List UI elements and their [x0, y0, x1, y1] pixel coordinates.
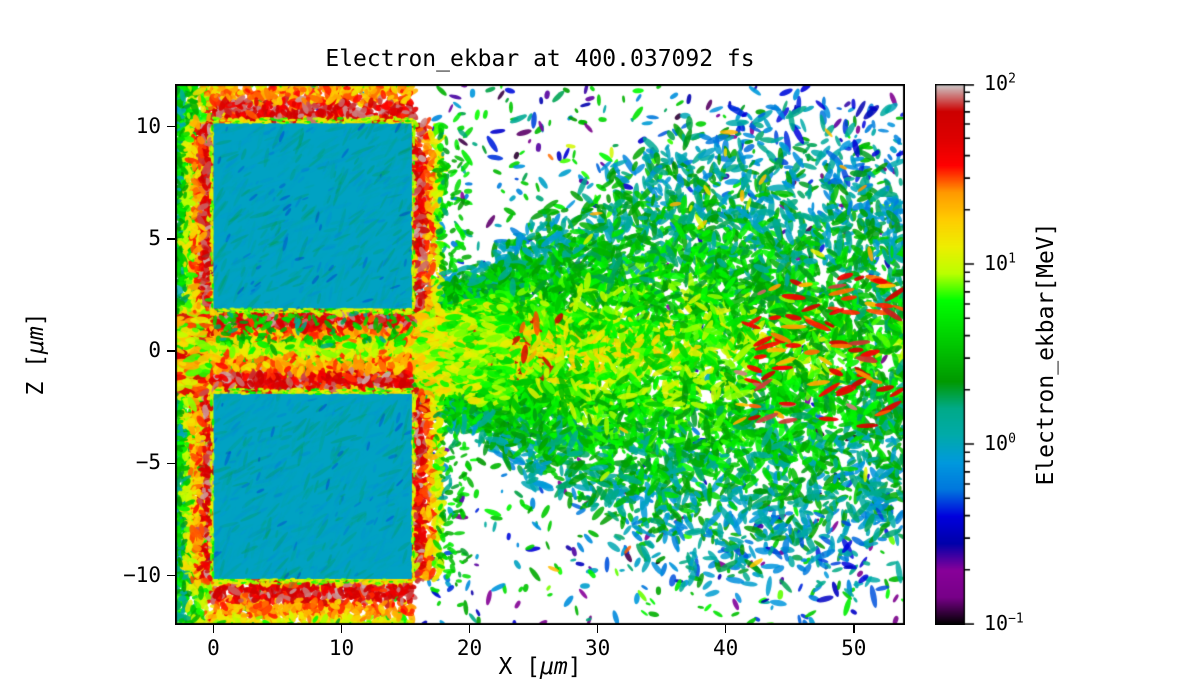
y-tick-mark [167, 462, 175, 465]
colorbar-tick-label: 100 [984, 431, 1016, 455]
y-tick-label: 0 [148, 338, 161, 363]
x-axis-label-unit: μm [539, 654, 568, 680]
x-axis-label-close: ] [567, 654, 582, 680]
x-tick-label: 40 [713, 636, 739, 660]
y-axis-label: Z [μm] [23, 312, 49, 395]
x-tick-mark [852, 625, 855, 633]
colorbar-label: Electron_ekbar[MeV] [1033, 222, 1059, 486]
x-tick-mark [596, 625, 599, 633]
x-tick-label: 0 [207, 636, 220, 660]
y-tick-label: −10 [123, 562, 161, 587]
y-tick-mark [167, 350, 175, 352]
x-tick-mark [724, 625, 727, 633]
y-axis-label-text: Z [ [23, 354, 49, 396]
x-tick-label: 10 [328, 636, 355, 660]
x-tick-label: 30 [584, 636, 611, 660]
y-axis-label-close: ] [23, 312, 49, 327]
colorbar-tick-label: 102 [984, 71, 1016, 95]
x-axis-label-text: X [ [498, 654, 540, 680]
colorbar-tick-label: 101 [984, 251, 1016, 275]
x-tick-mark [340, 625, 343, 633]
x-axis-label: X [μm] [175, 654, 905, 680]
heatmap-canvas [175, 84, 905, 625]
y-tick-label: −5 [135, 450, 161, 475]
x-tick-mark [212, 625, 215, 633]
x-tick-label: 50 [841, 636, 867, 660]
x-tick-mark [468, 625, 471, 633]
y-tick-mark [167, 238, 175, 240]
plot-title: Electron_ekbar at 400.037092 fs [325, 46, 755, 72]
y-tick-mark [167, 574, 175, 577]
y-tick-mark [167, 125, 175, 128]
y-axis-label-unit: μm [23, 326, 49, 355]
colorbar-canvas [935, 84, 979, 625]
colorbar-tick-label: 10−1 [984, 611, 1024, 635]
x-tick-label: 20 [456, 636, 483, 660]
y-tick-label: 5 [148, 225, 161, 250]
y-tick-label: 10 [135, 113, 161, 138]
